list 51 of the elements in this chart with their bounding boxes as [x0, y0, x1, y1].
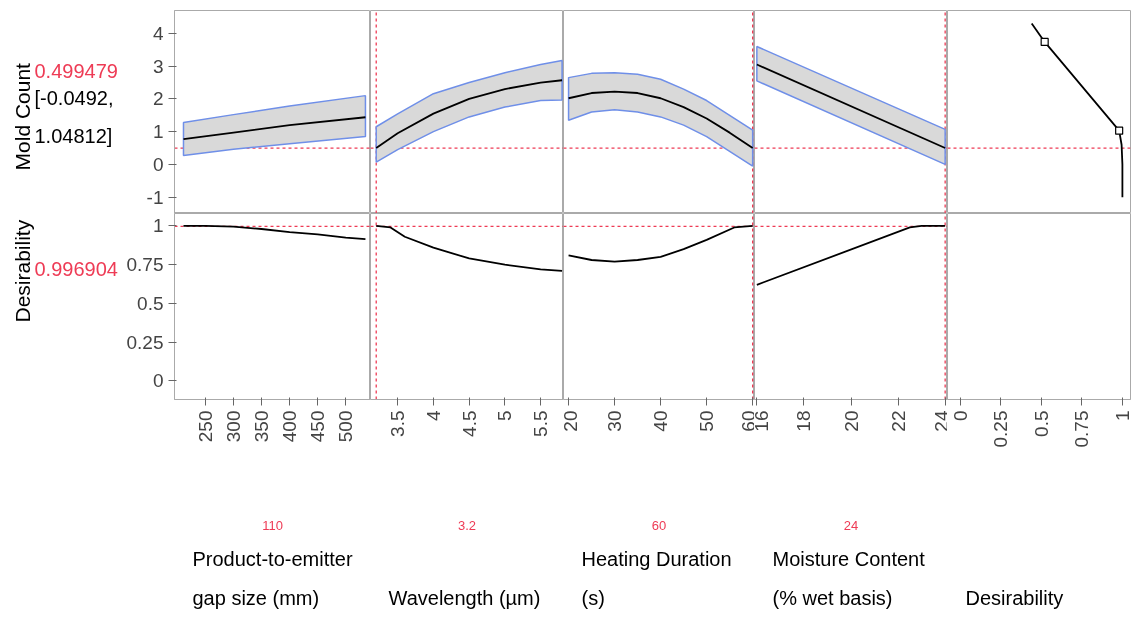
y-tick-label: 0 [152, 370, 164, 392]
line-series [182, 225, 367, 240]
y-tick-label: 2 [152, 88, 164, 110]
x-axis-title: Heating Duration (s) [581, 548, 732, 609]
y-tick-label: -1 [146, 186, 164, 208]
x-tick-label: 22 [887, 410, 909, 432]
y-tick-label: 4 [152, 22, 164, 44]
x-tick-label: 50 [696, 410, 718, 432]
y-tick-label: 0 [152, 153, 164, 175]
x-axis-title: Moisture Content (% wet basis) [772, 548, 926, 609]
x-tick-label: 0.5 [1030, 410, 1052, 437]
y-tick-label: 0.5 [137, 292, 164, 314]
x-tick-label: 4.5 [458, 410, 480, 437]
x-tick-label: 20 [559, 410, 581, 432]
line-series [182, 116, 367, 141]
text: [-0.0492, 1.04812] [34, 86, 114, 148]
x-tick-label: 5 [494, 410, 516, 422]
y-tick-label: 0.25 [126, 331, 164, 353]
x-tick-label: 500 [335, 410, 357, 443]
x-tick-label: 0 [949, 410, 971, 422]
x-tick-label: 24 [930, 410, 952, 432]
x-tick-label: 4 [422, 410, 444, 422]
x-tick-label: 5.5 [530, 410, 552, 437]
x-tick-label: 450 [307, 410, 329, 443]
ref-line-label: 24 [843, 518, 859, 533]
x-tick-label: 40 [650, 410, 672, 432]
x-tick-label: 300 [222, 410, 244, 443]
text: 110 [262, 518, 283, 533]
ref-line-label: 0.499479 [34, 59, 118, 82]
x-axis-title: Desirability [965, 586, 1064, 609]
x-tick-label: 18 [793, 410, 815, 432]
x-tick-label: 350 [251, 410, 273, 443]
y-tick-label: 1 [152, 215, 164, 237]
y-axis-title: Mold Count [11, 62, 34, 171]
x-axis-title: Wavelength (µm) [388, 586, 541, 609]
ref-line-label: 3.2 [457, 518, 477, 533]
x-tick-label: 250 [194, 410, 216, 443]
x-tick-label: 1 [1111, 410, 1133, 422]
x-tick-label: 30 [604, 410, 626, 432]
ref-line-label: 60 [651, 518, 667, 533]
y-tick-label: 3 [152, 55, 164, 77]
x-tick-label: 3.5 [387, 410, 409, 437]
x-tick-label: 20 [840, 410, 862, 432]
y-tick-label: 0.75 [126, 254, 164, 276]
x-axis-title: Product-to-emitter gap size (mm) [192, 548, 353, 609]
x-tick-label: 0.75 [1071, 410, 1093, 448]
y-axis-title: Desirability [11, 219, 34, 323]
x-tick-label: 400 [279, 410, 301, 443]
ref-line-label: 0.996904 [34, 258, 118, 281]
y-tick-label: 1 [152, 121, 164, 143]
x-tick-label: 0.25 [990, 410, 1012, 448]
